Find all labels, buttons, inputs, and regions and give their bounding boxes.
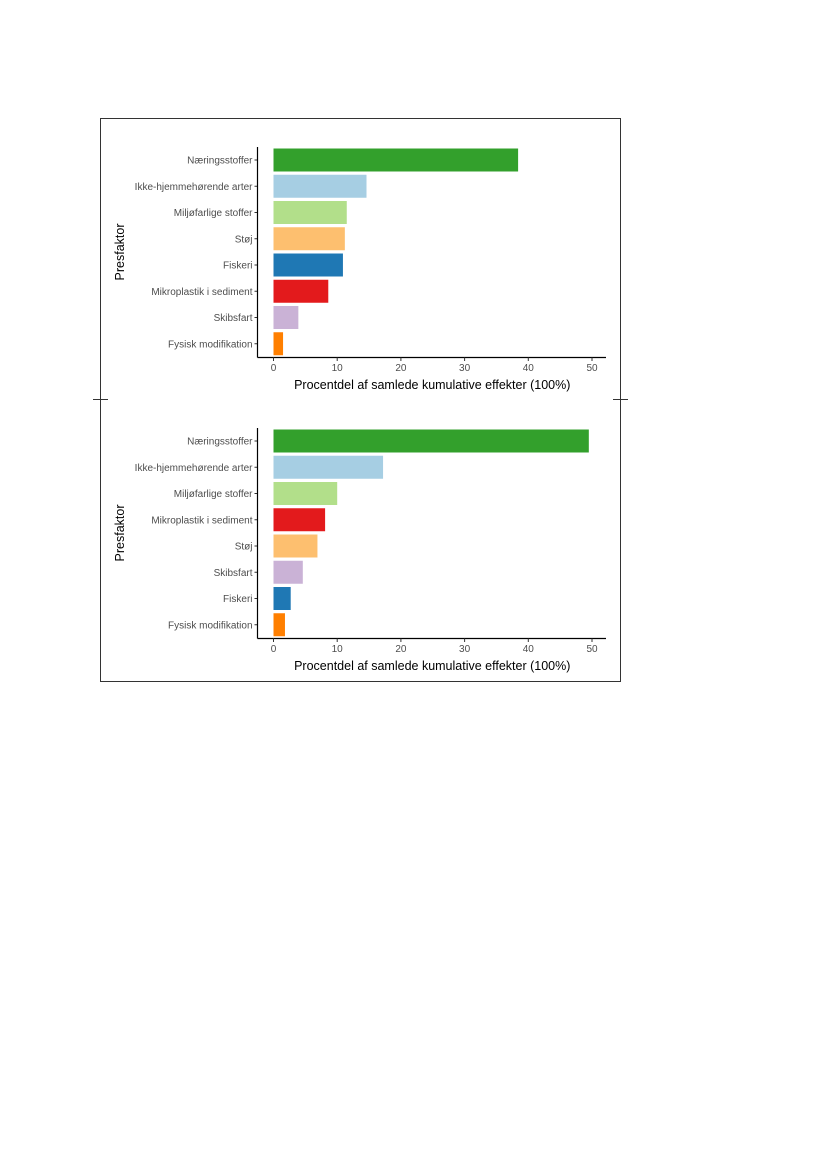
x-tick-label-1-3: 20 [395, 363, 407, 374]
category-label-1-3: Miljøfarlige stoffer [174, 208, 253, 219]
category-label-2-4: Mikroplastik i sediment [151, 515, 252, 526]
x-tick-label-1-6: 50 [586, 363, 598, 374]
x-tick-label-2-3: 20 [395, 644, 407, 655]
category-label-2-2: Ikke-hjemmehørende arter [135, 463, 253, 474]
bar-2-4 [273, 508, 326, 532]
chart-panel-2: Næringsstoffer Ikke-hjemmehørende arter Mi… [113, 428, 606, 673]
bar-1-7 [273, 306, 299, 329]
bar-2-2 [273, 455, 384, 479]
x-tick-label-2-2: 10 [332, 644, 344, 655]
bar-1-3 [273, 201, 347, 224]
bar-1-5 [273, 253, 343, 277]
x-tick-label-1-1: 0 [271, 363, 277, 374]
bar-2-3 [273, 482, 338, 505]
x-axis-title-2: Procentdel af samlede kumulative effekte… [294, 659, 570, 673]
bar-2-8 [273, 613, 285, 637]
category-label-1-6: Mikroplastik i sediment [151, 287, 252, 298]
x-tick-label-2-4: 30 [459, 644, 471, 655]
bar-2-5 [273, 534, 318, 558]
category-label-2-1: Næringsstoffer [187, 437, 253, 448]
bar-1-6 [273, 279, 329, 303]
bar-1-4 [273, 227, 345, 251]
bar-1-2 [273, 174, 367, 198]
bar-1-1 [273, 148, 519, 172]
x-tick-label-2-5: 40 [523, 644, 535, 655]
category-label-2-3: Miljøfarlige stoffer [174, 489, 253, 500]
category-label-2-8: Fysisk modifikation [168, 620, 252, 631]
bar-2-1 [273, 429, 589, 453]
x-tick-label-1-4: 30 [459, 363, 471, 374]
bar-2-6 [273, 560, 303, 584]
bar-2-7 [273, 587, 291, 610]
category-label-1-1: Næringsstoffer [187, 156, 253, 167]
x-tick-label-1-2: 10 [332, 363, 344, 374]
category-label-2-7: Fiskeri [223, 594, 252, 605]
x-tick-label-2-6: 50 [586, 644, 598, 655]
category-label-2-5: Støj [235, 542, 253, 553]
x-axis-title-1: Procentdel af samlede kumulative effekte… [294, 378, 570, 392]
category-label-1-4: Støj [235, 234, 253, 245]
category-label-2-6: Skibsfart [214, 568, 253, 579]
charts-container: Næringsstoffer Ikke-hjemmehørende arter Mi… [113, 147, 606, 673]
category-label-1-7: Skibsfart [214, 313, 253, 324]
bar-1-8 [273, 332, 284, 356]
category-label-1-2: Ikke-hjemmehørende arter [135, 182, 253, 193]
figure-frame [100, 118, 621, 682]
chart-panel-1: Næringsstoffer Ikke-hjemmehørende arter Mi… [113, 147, 606, 392]
category-label-1-8: Fysisk modifikation [168, 339, 252, 350]
y-axis-title-1: Presfaktor [113, 224, 127, 281]
y-axis-title-2: Presfaktor [113, 505, 127, 562]
x-tick-label-1-5: 40 [523, 363, 535, 374]
category-label-1-5: Fiskeri [223, 261, 252, 272]
x-tick-label-2-1: 0 [271, 644, 277, 655]
